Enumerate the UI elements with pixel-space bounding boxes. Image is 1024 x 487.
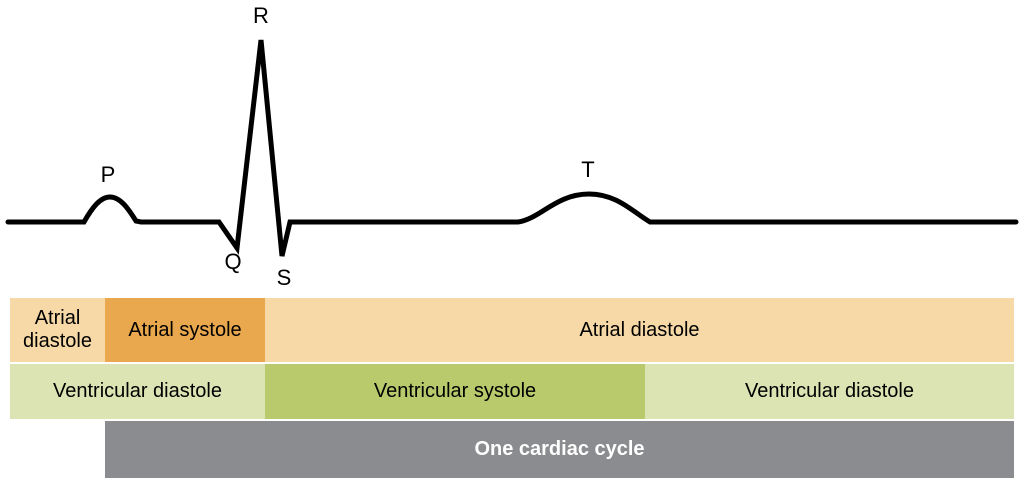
ventricular-systole-segment: Ventricular systole	[265, 364, 645, 419]
ventricular-diastole-segment-right: Ventricular diastole	[645, 364, 1014, 419]
atrial-diastole-segment-right: Atrial diastole	[265, 298, 1014, 362]
one-cardiac-cycle-bar: One cardiac cycle	[105, 421, 1014, 478]
s-wave-label: S	[276, 265, 292, 290]
ecg-waveform-path	[5, 39, 1019, 257]
r-wave-label: R	[253, 3, 269, 28]
t-wave-label: T	[581, 157, 595, 182]
ventricular-diastole-segment-left: Ventricular diastole	[10, 364, 265, 419]
q-wave-label: Q	[224, 249, 242, 274]
atrial-systole-segment: Atrial systole	[105, 298, 265, 362]
atrial-diastole-segment-left: Atrial diastole	[10, 298, 105, 362]
p-wave-label: P	[100, 162, 116, 187]
